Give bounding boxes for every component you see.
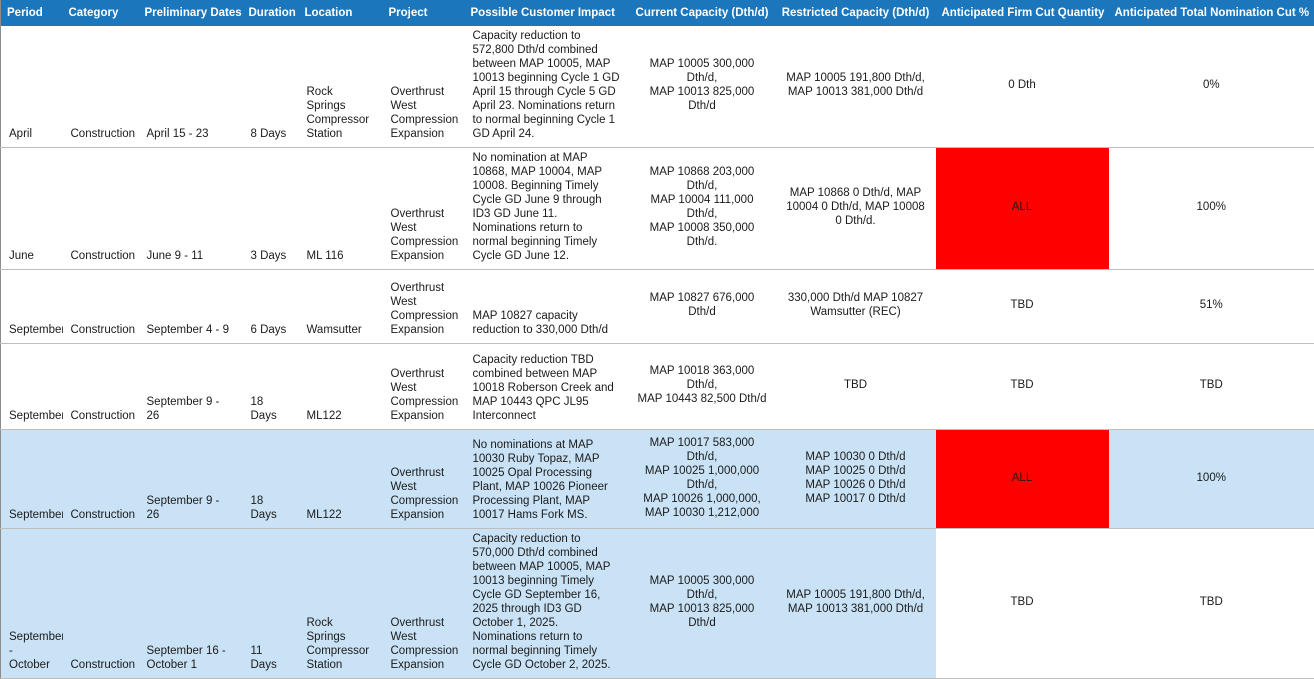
cell-location: Wamsutter bbox=[299, 270, 383, 344]
table-row: June Construction June 9 - 11 3 Days ML … bbox=[1, 148, 1314, 270]
cell-dates: April 15 - 23 bbox=[139, 26, 243, 148]
cell-period: September bbox=[1, 270, 63, 344]
cell-current-capacity: MAP 10868 203,000 Dth/d, MAP 10004 111,0… bbox=[629, 148, 776, 270]
cell-duration: 6 Days bbox=[243, 270, 299, 344]
cell-duration: 18 Days bbox=[243, 344, 299, 430]
cell-current-capacity: MAP 10005 300,000 Dth/d, MAP 10013 825,0… bbox=[629, 529, 776, 679]
cell-impact: No nomination at MAP 10868, MAP 10004, M… bbox=[465, 148, 629, 270]
cell-project: Overthrust West Compression Expansion bbox=[383, 26, 465, 148]
cell-duration: 8 Days bbox=[243, 26, 299, 148]
cell-project: Overthrust West Compression Expansion bbox=[383, 270, 465, 344]
cell-current-capacity: MAP 10017 583,000 Dth/d, MAP 10025 1,000… bbox=[629, 430, 776, 529]
header-row: Period Category Preliminary Dates Durati… bbox=[1, 0, 1314, 26]
cell-firm-cut: TBD bbox=[936, 344, 1109, 430]
col-header-current-capacity: Current Capacity (Dth/d) bbox=[629, 0, 776, 26]
col-header-customer-impact: Possible Customer Impact bbox=[465, 0, 629, 26]
col-header-firm-cut: Anticipated Firm Cut Quantity bbox=[936, 0, 1109, 26]
cell-period: June bbox=[1, 148, 63, 270]
cell-firm-cut-alert: ALL bbox=[936, 430, 1109, 529]
table-row: April Construction April 15 - 23 8 Days … bbox=[1, 26, 1314, 148]
cell-restricted-capacity: MAP 10868 0 Dth/d, MAP 10004 0 Dth/d, MA… bbox=[776, 148, 936, 270]
cell-firm-cut-alert: ALL bbox=[936, 148, 1109, 270]
cell-period: September - October bbox=[1, 529, 63, 679]
cell-location: ML 116 bbox=[299, 148, 383, 270]
col-header-project: Project bbox=[383, 0, 465, 26]
cell-impact: Capacity reduction to 570,000 Dth/d comb… bbox=[465, 529, 629, 679]
table-row: September Construction September 9 - 26 … bbox=[1, 430, 1314, 529]
cell-category: Construction bbox=[63, 430, 139, 529]
cell-dates: September 9 - 26 bbox=[139, 344, 243, 430]
cell-dates: September 9 - 26 bbox=[139, 430, 243, 529]
cell-restricted-capacity: MAP 10005 191,800 Dth/d, MAP 10013 381,0… bbox=[776, 26, 936, 148]
table-row: September - October Construction Septemb… bbox=[1, 529, 1314, 679]
table-row: September Construction September 9 - 26 … bbox=[1, 344, 1314, 430]
cell-restricted-capacity: 330,000 Dth/d MAP 10827 Wamsutter (REC) bbox=[776, 270, 936, 344]
cell-nomination-cut: 100% bbox=[1109, 430, 1314, 529]
cell-impact: Capacity reduction to 572,800 Dth/d comb… bbox=[465, 26, 629, 148]
cell-project: Overthrust West Compression Expansion bbox=[383, 529, 465, 679]
cell-category: Construction bbox=[63, 344, 139, 430]
cell-project: Overthrust West Compression Expansion bbox=[383, 344, 465, 430]
cell-category: Construction bbox=[63, 270, 139, 344]
col-header-restricted-capacity: Restricted Capacity (Dth/d) bbox=[776, 0, 936, 26]
cell-restricted-capacity: TBD bbox=[776, 344, 936, 430]
cell-firm-cut: 0 Dth bbox=[936, 26, 1109, 148]
cell-impact: No nominations at MAP 10030 Ruby Topaz, … bbox=[465, 430, 629, 529]
cell-category: Construction bbox=[63, 148, 139, 270]
cell-nomination-cut: TBD bbox=[1109, 529, 1314, 679]
cell-location: Rock Springs Compressor Station bbox=[299, 26, 383, 148]
cell-period: September bbox=[1, 430, 63, 529]
cell-location: Rock Springs Compressor Station bbox=[299, 529, 383, 679]
col-header-period: Period bbox=[1, 0, 63, 26]
cell-project: Overthrust West Compression Expansion bbox=[383, 148, 465, 270]
cell-duration: 11 Days bbox=[243, 529, 299, 679]
cell-nomination-cut: 100% bbox=[1109, 148, 1314, 270]
cell-restricted-capacity: MAP 10005 191,800 Dth/d, MAP 10013 381,0… bbox=[776, 529, 936, 679]
cell-dates: June 9 - 11 bbox=[139, 148, 243, 270]
cell-restricted-capacity: MAP 10030 0 Dth/d MAP 10025 0 Dth/d MAP … bbox=[776, 430, 936, 529]
cell-project: Overthrust West Compression Expansion bbox=[383, 430, 465, 529]
cell-nomination-cut: 51% bbox=[1109, 270, 1314, 344]
table-row: September Construction September 4 - 9 6… bbox=[1, 270, 1314, 344]
col-header-preliminary-dates: Preliminary Dates bbox=[139, 0, 243, 26]
cell-category: Construction bbox=[63, 529, 139, 679]
cell-impact: Capacity reduction TBD combined between … bbox=[465, 344, 629, 430]
cell-duration: 18 Days bbox=[243, 430, 299, 529]
cell-period: September bbox=[1, 344, 63, 430]
col-header-category: Category bbox=[63, 0, 139, 26]
cell-dates: September 16 - October 1 bbox=[139, 529, 243, 679]
cell-current-capacity: MAP 10827 676,000 Dth/d bbox=[629, 270, 776, 344]
col-header-nomination-cut: Anticipated Total Nomination Cut % bbox=[1109, 0, 1314, 26]
cell-current-capacity: MAP 10005 300,000 Dth/d, MAP 10013 825,0… bbox=[629, 26, 776, 148]
col-header-location: Location bbox=[299, 0, 383, 26]
cell-location: ML122 bbox=[299, 430, 383, 529]
cell-category: Construction bbox=[63, 26, 139, 148]
cell-duration: 3 Days bbox=[243, 148, 299, 270]
cell-period: April bbox=[1, 26, 63, 148]
col-header-duration: Duration bbox=[243, 0, 299, 26]
cell-firm-cut: TBD bbox=[936, 270, 1109, 344]
cell-location: ML122 bbox=[299, 344, 383, 430]
cell-nomination-cut: 0% bbox=[1109, 26, 1314, 148]
cell-current-capacity: MAP 10018 363,000 Dth/d, MAP 10443 82,50… bbox=[629, 344, 776, 430]
cell-dates: September 4 - 9 bbox=[139, 270, 243, 344]
cell-impact: MAP 10827 capacity reduction to 330,000 … bbox=[465, 270, 629, 344]
cell-firm-cut: TBD bbox=[936, 529, 1109, 679]
cell-nomination-cut: TBD bbox=[1109, 344, 1314, 430]
